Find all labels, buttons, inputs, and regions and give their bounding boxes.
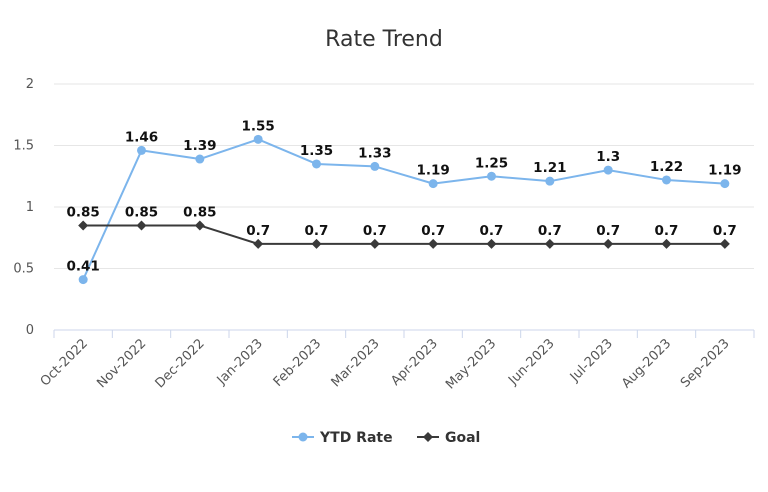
- ytd-rate-point[interactable]: [720, 179, 730, 189]
- legend-marker: [298, 432, 308, 442]
- legend-label: Goal: [445, 430, 480, 446]
- goal-point[interactable]: [544, 238, 555, 249]
- data-label: 0.7: [363, 223, 387, 239]
- ytd-rate-point[interactable]: [662, 175, 671, 185]
- goal-point[interactable]: [603, 238, 614, 249]
- data-label: 0.7: [596, 223, 620, 239]
- goal-point[interactable]: [136, 220, 147, 231]
- ytd-rate-point[interactable]: [370, 161, 380, 171]
- ytd-rate-point[interactable]: [253, 134, 263, 144]
- data-label: 1.39: [183, 138, 216, 154]
- data-label: 1.46: [125, 129, 158, 145]
- goal-point[interactable]: [253, 238, 264, 249]
- ytd-rate-point[interactable]: [312, 159, 321, 169]
- data-label: 0.7: [538, 223, 562, 239]
- ytd-rate-point[interactable]: [487, 171, 496, 181]
- goal-point[interactable]: [428, 238, 439, 249]
- x-tick-label: Sep-2023: [678, 336, 733, 391]
- x-tick-label: May-2023: [443, 336, 499, 392]
- data-label: 1.25: [475, 155, 508, 171]
- data-label: 1.55: [242, 118, 275, 134]
- goal-point[interactable]: [369, 238, 380, 249]
- legend-item-goal[interactable]: Goal: [417, 430, 480, 446]
- data-label: 1.19: [417, 163, 450, 179]
- data-label: 0.41: [67, 259, 100, 275]
- x-tick-label: Nov-2022: [94, 336, 149, 391]
- x-tick-label: Oct-2022: [38, 336, 91, 389]
- ytd-rate-point[interactable]: [545, 176, 555, 186]
- data-label: 0.7: [246, 223, 270, 239]
- x-tick-label: Jan-2023: [214, 336, 266, 388]
- data-label: 1.3: [596, 149, 620, 165]
- data-label: 0.7: [655, 223, 679, 239]
- data-label: 1.35: [300, 143, 333, 159]
- ytd-rate-point[interactable]: [428, 179, 438, 189]
- x-tick-label: Mar-2023: [329, 336, 383, 390]
- x-tick-label: Dec-2022: [153, 336, 208, 391]
- chart-title: Rate Trend: [325, 27, 443, 52]
- x-axis: Oct-2022 Nov-2022 Dec-2022 Jan-2023 Feb-2023…: [38, 330, 755, 392]
- series-line-ytd-rate[interactable]: [82, 138, 725, 280]
- legend-label: YTD Rate: [319, 430, 393, 446]
- data-labels: 0.41 1.46 1.39 1.55 1.35 1.33 1.19 1.25 1.21 1.3 1…: [67, 118, 742, 274]
- x-tick-label: Aug-2023: [619, 336, 674, 391]
- data-label: 1.19: [708, 163, 741, 179]
- goal-point[interactable]: [661, 238, 672, 249]
- data-label: 0.85: [183, 204, 216, 220]
- data-label: 0.7: [713, 223, 737, 239]
- data-label: 1.21: [533, 160, 566, 176]
- data-label: 1.22: [650, 159, 683, 175]
- y-tick-label: 1: [26, 200, 34, 215]
- goal-point[interactable]: [194, 220, 205, 231]
- series-line-goal[interactable]: [83, 224, 725, 245]
- ytd-rate-point[interactable]: [195, 154, 205, 164]
- y-axis: 0 0.5 1 1.5 2: [13, 77, 34, 338]
- ytd-rate-point[interactable]: [78, 275, 88, 285]
- y-tick-label: 1.5: [13, 139, 34, 154]
- goal-point[interactable]: [78, 220, 89, 231]
- data-label: 0.85: [125, 204, 158, 220]
- x-tick-label: Apr-2023: [388, 336, 441, 389]
- x-tick-label: Jun-2023: [505, 336, 557, 388]
- data-label: 0.85: [67, 204, 100, 220]
- data-label: 0.7: [480, 223, 504, 239]
- legend-marker: [423, 432, 433, 442]
- data-label: 0.7: [421, 223, 445, 239]
- legend-item-ytd-rate[interactable]: YTD Rate: [292, 430, 393, 446]
- legend[interactable]: YTD Rate Goal: [292, 430, 480, 446]
- y-tick-label: 0: [26, 323, 34, 338]
- grid-lines: [54, 83, 754, 331]
- series-group: [78, 134, 730, 285]
- goal-point[interactable]: [486, 238, 497, 249]
- x-tick-label: Feb-2023: [271, 336, 325, 390]
- data-label: 0.7: [305, 223, 329, 239]
- ytd-rate-point[interactable]: [603, 165, 613, 175]
- y-tick-label: 2: [26, 77, 34, 92]
- ytd-rate-point[interactable]: [137, 145, 146, 155]
- goal-point[interactable]: [719, 238, 730, 249]
- x-tick-label: Jul-2023: [567, 336, 616, 385]
- goal-point[interactable]: [311, 238, 322, 249]
- data-label: 1.33: [358, 145, 391, 161]
- y-tick-label: 0.5: [13, 262, 34, 277]
